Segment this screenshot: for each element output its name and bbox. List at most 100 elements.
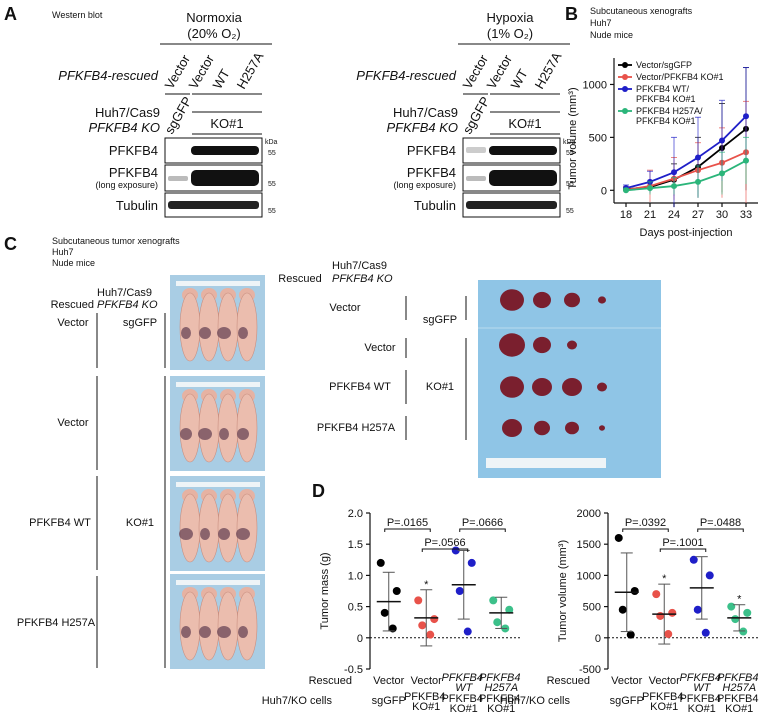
mouse	[236, 292, 258, 362]
tumor	[218, 528, 230, 540]
subtitle: Huh7	[590, 18, 612, 28]
panel-label: B	[565, 4, 578, 24]
mouse	[179, 493, 201, 563]
bracket	[421, 548, 469, 552]
subtitle: Nude mice	[52, 258, 95, 268]
mouse	[179, 292, 201, 362]
tumor	[567, 340, 577, 350]
ruler	[176, 580, 260, 585]
series-line	[625, 115, 747, 190]
row-label: Rescued	[309, 675, 352, 687]
blot-panel: PFKFB4-rescued Vector Vector WT H257A Hu…	[58, 49, 278, 218]
ko-label: KO#1	[210, 116, 243, 131]
point	[414, 596, 423, 605]
cells-label: PFKFB4 KO	[386, 120, 458, 135]
condition: Hypoxia	[487, 10, 535, 25]
point	[467, 558, 476, 567]
tumor-photo	[478, 280, 661, 478]
x-tick-label: 21	[644, 209, 656, 221]
ko-label: KO#1	[508, 116, 541, 131]
tumor	[599, 425, 605, 431]
blot-panel: PFKFB4-rescued Vector Vector WT H257A Hu…	[356, 49, 576, 218]
condition: Normoxia	[186, 10, 242, 25]
y-tick-label: 0	[595, 633, 601, 645]
blot-label: Tubulin	[116, 198, 158, 213]
point	[664, 630, 673, 639]
tumor	[200, 528, 210, 540]
ruler	[176, 382, 260, 387]
blot-label: PFKFB4	[109, 143, 158, 158]
tumor	[597, 382, 607, 392]
y-tick-label: -500	[579, 664, 601, 676]
sg-label: sgGFP	[162, 94, 195, 137]
legend-label: PFKFB4 H257A/ PFKFB4 KO#1	[636, 106, 705, 126]
point	[451, 546, 460, 555]
category-label: Vector	[611, 675, 643, 687]
row-label: Vector	[364, 342, 396, 354]
marker: 55	[268, 181, 276, 188]
point	[695, 178, 701, 185]
photo	[170, 376, 265, 471]
tumor	[564, 292, 580, 308]
mouse	[236, 493, 258, 563]
row-label: PFKFB4 WT	[29, 517, 91, 529]
legend-marker	[622, 62, 628, 68]
p-value: P=.0566	[424, 537, 465, 549]
ruler	[176, 281, 260, 286]
cells-label: sgGFP	[372, 695, 406, 707]
header: Western blot	[52, 10, 103, 20]
tumor	[502, 419, 522, 437]
panel-label: C	[4, 234, 17, 254]
lane-label: WT	[210, 66, 233, 91]
sg-label: sgGFP	[460, 94, 493, 137]
y-axis-label: Tumor volume (mm³)	[557, 540, 569, 642]
tumor	[238, 626, 248, 638]
point	[693, 605, 702, 614]
tumor	[219, 428, 229, 440]
p-value: P=.1001	[662, 537, 703, 549]
y-tick-label: 500	[589, 132, 607, 144]
mouse	[198, 292, 220, 362]
ko-label: KO#1	[426, 381, 454, 393]
bracket	[384, 528, 431, 532]
tumor	[598, 296, 606, 304]
blot-label: PFKFB4	[407, 165, 456, 180]
point	[418, 621, 427, 630]
category-label: PFKFB4 H257A	[479, 672, 524, 694]
lane-label: H257A	[234, 49, 267, 91]
subtitle: Huh7	[52, 247, 74, 257]
rescued-label: Rescued	[278, 273, 321, 285]
condition-oxygen: (1% O₂)	[487, 26, 533, 41]
cells-label: Huh7/Cas9	[97, 287, 152, 299]
legend-marker	[622, 74, 628, 80]
photo	[170, 574, 265, 669]
y-axis-label: Tumor mass (g)	[319, 552, 331, 629]
row-label: PFKFB4 H257A	[17, 617, 96, 629]
legend-marker	[622, 108, 628, 114]
y-tick-label: 1500	[577, 539, 601, 551]
category-label: PFKFB4 WT	[441, 672, 486, 694]
tumor	[238, 327, 248, 339]
significance: *	[737, 594, 742, 606]
point	[656, 611, 665, 620]
cells-label: PFKFB4 KO	[97, 299, 158, 311]
y-tick-label: 2000	[577, 508, 601, 520]
point	[430, 615, 439, 624]
rescued-label: PFKFB4-rescued	[356, 68, 456, 83]
tumor	[500, 289, 524, 311]
blot-note: (long exposure)	[393, 180, 456, 190]
y-tick-label: 1000	[577, 570, 601, 582]
p-value: P=.0488	[700, 517, 741, 529]
row-label: Vector	[57, 317, 89, 329]
point	[505, 605, 514, 614]
cells-label: PFKFB4 KO#1	[479, 693, 524, 715]
cells-label: PFKFB4 KO#1	[404, 691, 449, 713]
marker: 55	[566, 208, 574, 215]
mouse	[179, 591, 201, 661]
band	[168, 176, 188, 181]
point	[739, 627, 748, 636]
dividers	[405, 296, 467, 440]
kda-label: kDa	[265, 139, 278, 146]
point	[463, 627, 472, 636]
